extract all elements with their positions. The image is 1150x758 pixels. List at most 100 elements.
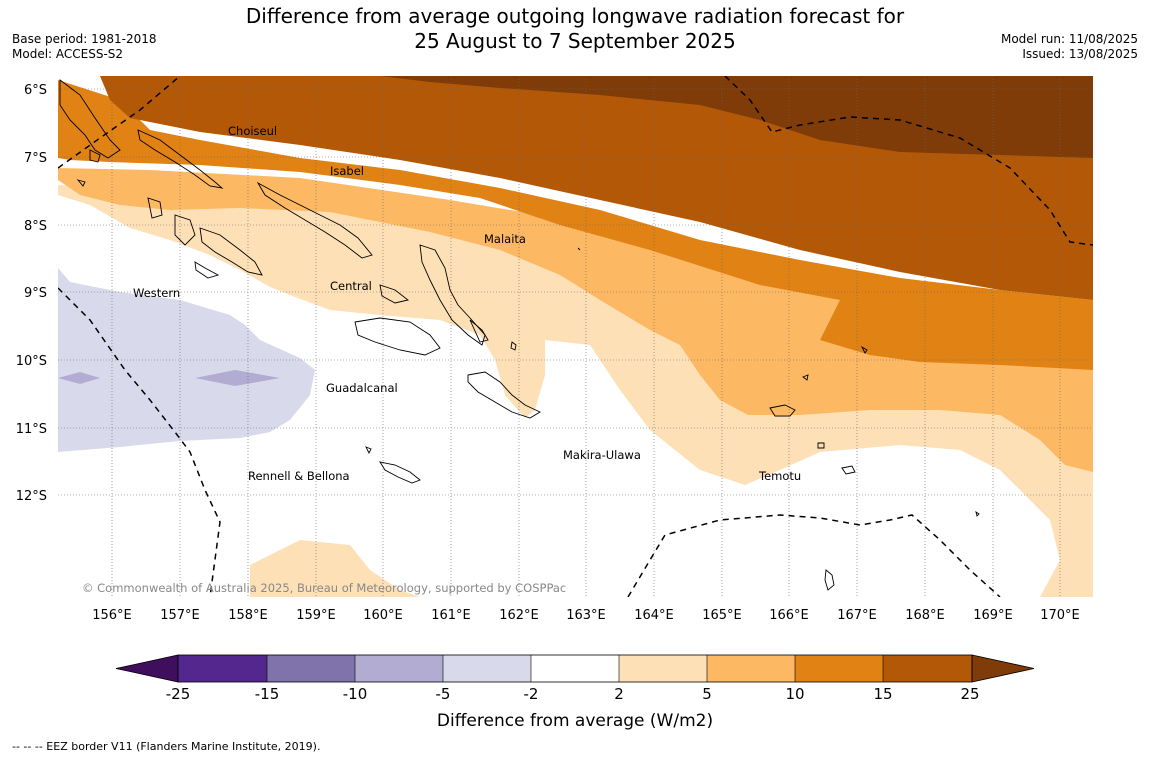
label-malaita: Malaita [484,232,526,246]
island-bougainville [59,79,121,159]
island-reef-islands [860,345,868,354]
island-florida [379,284,410,304]
colorbar-label: Difference from average (W/m2) [437,711,713,731]
colorbar-segment [267,655,355,682]
lon-label: 163°E [566,608,606,623]
island-small-east [975,510,980,517]
issued-date: Issued: 13/08/2025 [1022,47,1138,61]
colorbar-extend-low [115,654,179,683]
colorbar: -25 -15 -10 -5 -2 2 5 10 15 25 Differenc… [115,654,1035,731]
anomaly-patch-neg-10-to-neg-5 [58,372,100,384]
label-guadalcanal: Guadalcanal [326,381,398,395]
lon-label: 160°E [363,608,403,623]
island-tikopia [824,569,835,591]
island-rennell [379,461,421,484]
copyright-notice: © Commonwealth of Australia 2025, Bureau… [82,581,566,595]
title-line-2: 25 August to 7 September 2025 [414,29,736,53]
colorbar-segment [531,655,619,682]
lon-label: 167°E [837,608,877,623]
island-makira [467,371,541,419]
island-choiseul [137,129,224,189]
island-new-georgia [174,214,196,246]
label-choiseul: Choiseul [228,124,277,138]
colorbar-segment [795,655,883,682]
map-panel: Choiseul Isabel Malaita Western Central … [58,76,1093,597]
label-central: Central [330,279,372,293]
model-name: Model: ACCESS-S2 [12,47,124,61]
island-shortland [89,149,101,163]
lon-label: 166°E [769,608,809,623]
label-rennell-bellona: Rennell & Bellona [248,469,350,483]
meta-left: Base period: 1981-2018 Model: ACCESS-S2 [12,32,157,62]
lon-label: 165°E [702,608,742,623]
lon-label: 162°E [499,608,539,623]
map-title: Difference from average outgoing longwav… [200,4,950,54]
anomaly-zone-neg-5-to-neg-2 [58,268,315,452]
island-ranongga [194,261,220,279]
eez-borders [58,76,1093,597]
lat-label: 6°S [24,83,47,98]
colorbar-tick: 15 [873,685,892,703]
island-ontong-java [577,247,581,251]
base-period: Base period: 1981-2018 [12,32,157,46]
lon-label: 168°E [905,608,945,623]
label-temotu: Temotu [758,469,801,483]
lon-label: 164°E [634,608,674,623]
colorbar-segment [619,655,707,682]
colorbar-segment [178,655,267,682]
eez-border-north [58,76,181,169]
colorbar-dividers [266,655,884,682]
island-ulawa [510,341,517,351]
lat-label: 10°S [16,354,47,369]
island-utupua [817,442,825,449]
anomaly-zone-above-25 [380,76,1093,158]
lon-label: 158°E [228,608,268,623]
title-line-1: Difference from average outgoing longwav… [245,4,905,28]
latitude-labels: 6°S 7°S 8°S 9°S 10°S 11°S 12°S [16,83,47,504]
colorbar-tick: -2 [524,685,539,703]
lon-label: 159°E [296,608,336,623]
forecast-map-figure: Choiseul Isabel Malaita Western Central … [16,76,1093,731]
anomaly-patch-neg-10-to-neg-5-b [195,370,280,386]
colorbar-tick: -15 [255,685,280,703]
lat-label: 11°S [16,422,47,437]
eez-border-southeast [627,514,1001,597]
island-outlines [59,79,980,591]
eez-border-west [58,287,221,597]
anomaly-patch-2-to-5-south [250,540,420,597]
colorbar-tick: -10 [343,685,368,703]
colorbar-segment [443,655,531,682]
model-run: Model run: 11/08/2025 [1000,32,1138,46]
colorbar-tick: 10 [785,685,804,703]
island-new-georgia-group [199,227,263,276]
colorbar-extend-high [971,654,1035,683]
colorbar-tick: -5 [436,685,451,703]
colorbar-tick: 25 [960,685,979,703]
eez-footnote: -- -- -- EEZ border V11 (Flanders Marine… [12,740,321,753]
label-makira-ulawa: Makira-Ulawa [563,448,641,462]
lon-label: 156°E [92,608,132,623]
lat-label: 9°S [24,286,47,301]
lon-label: 170°E [1040,608,1080,623]
island-vanikoro [841,465,856,475]
island-guadalcanal [354,317,441,356]
eez-border-northeast [724,76,1093,246]
island-treasury [76,179,86,187]
lon-label: 157°E [160,608,200,623]
anomaly-zone-5-to-10 [58,168,1093,472]
lon-label: 161°E [431,608,471,623]
label-isabel: Isabel [330,164,364,178]
anomaly-zone-10-to-15 [58,80,1093,370]
island-vella-lavella [147,197,163,219]
colorbar-segment [355,655,443,682]
island-santa-cruz [769,404,796,417]
colorbar-segment [883,655,972,682]
colorbar-tick: -25 [166,685,191,703]
lat-label: 12°S [16,489,47,504]
island-malaita [419,244,486,346]
longitude-labels: 156°E 157°E 158°E 159°E 160°E 161°E 162°… [92,608,1080,623]
lon-label: 169°E [973,608,1013,623]
colorbar-tick: 5 [702,685,712,703]
place-labels: Choiseul Isabel Malaita Western Central … [133,124,801,483]
colorbar-frame [177,654,973,683]
